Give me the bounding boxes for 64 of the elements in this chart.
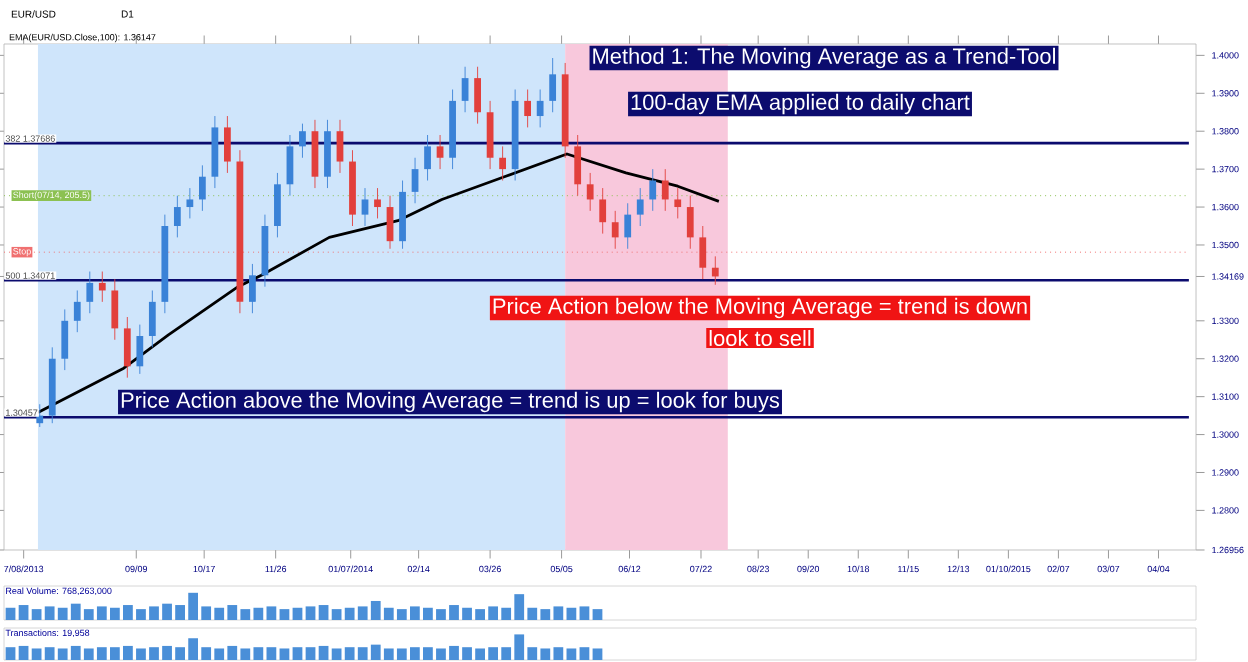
candlestick xyxy=(699,225,707,280)
candlestick xyxy=(61,308,69,371)
candlestick xyxy=(424,134,431,181)
candlestick xyxy=(148,290,156,348)
bar xyxy=(318,645,329,660)
bar xyxy=(579,647,590,660)
candlestick xyxy=(173,195,181,238)
candlestick xyxy=(686,195,694,250)
candlestick xyxy=(249,263,256,314)
candlestick xyxy=(524,89,532,128)
bar xyxy=(592,609,603,620)
candlestick xyxy=(73,290,81,333)
bar xyxy=(5,647,16,660)
bar xyxy=(279,648,290,660)
candlestick xyxy=(123,316,131,379)
bar xyxy=(566,607,577,620)
annotation: Price Action below the Moving Average = trend is down xyxy=(493,297,1027,319)
candlestick xyxy=(374,187,381,219)
candlestick xyxy=(624,202,632,250)
bar xyxy=(305,606,316,620)
bar xyxy=(279,609,290,620)
candlestick xyxy=(436,134,444,170)
candlestick xyxy=(586,172,594,212)
candlestick xyxy=(198,164,206,212)
candlestick xyxy=(86,271,94,314)
bar xyxy=(18,605,29,620)
candlestick xyxy=(536,89,544,128)
candlestick xyxy=(661,168,669,212)
candlestick xyxy=(274,172,281,238)
candlestick xyxy=(674,187,682,219)
candlestick xyxy=(111,278,119,341)
bar xyxy=(566,648,577,660)
annotation: Price Action above the Moving Average = trend is up = look for buys xyxy=(121,391,780,413)
candlestick xyxy=(474,66,481,125)
bar xyxy=(5,607,16,620)
candlestick xyxy=(611,210,619,250)
bar xyxy=(18,645,29,660)
bar xyxy=(292,647,303,660)
annotation: Method 1: The Moving Average as a Trend-Tool xyxy=(593,47,1055,69)
annotation: look to sell xyxy=(709,329,811,347)
candlestick xyxy=(224,115,231,174)
candlestick xyxy=(549,57,557,113)
bar xyxy=(292,607,303,620)
candlestick xyxy=(336,119,344,174)
candlestick xyxy=(324,119,331,189)
bar xyxy=(318,605,329,620)
candlestick xyxy=(486,100,494,170)
bar xyxy=(266,606,277,620)
candlestick xyxy=(649,168,657,212)
candlestick xyxy=(574,134,582,197)
candlestick xyxy=(186,187,194,219)
bar xyxy=(592,648,603,660)
candlestick xyxy=(299,123,306,159)
candlestick xyxy=(599,187,607,235)
candlestick xyxy=(499,145,507,181)
candlestick xyxy=(98,271,106,303)
candlestick xyxy=(636,187,644,227)
bar xyxy=(579,606,590,620)
bar xyxy=(266,647,277,660)
candlestick xyxy=(711,255,719,286)
candlestick xyxy=(361,187,369,227)
annotation: 100-day EMA applied to daily chart xyxy=(631,93,970,115)
candlestick xyxy=(136,324,144,375)
bar xyxy=(305,647,316,660)
